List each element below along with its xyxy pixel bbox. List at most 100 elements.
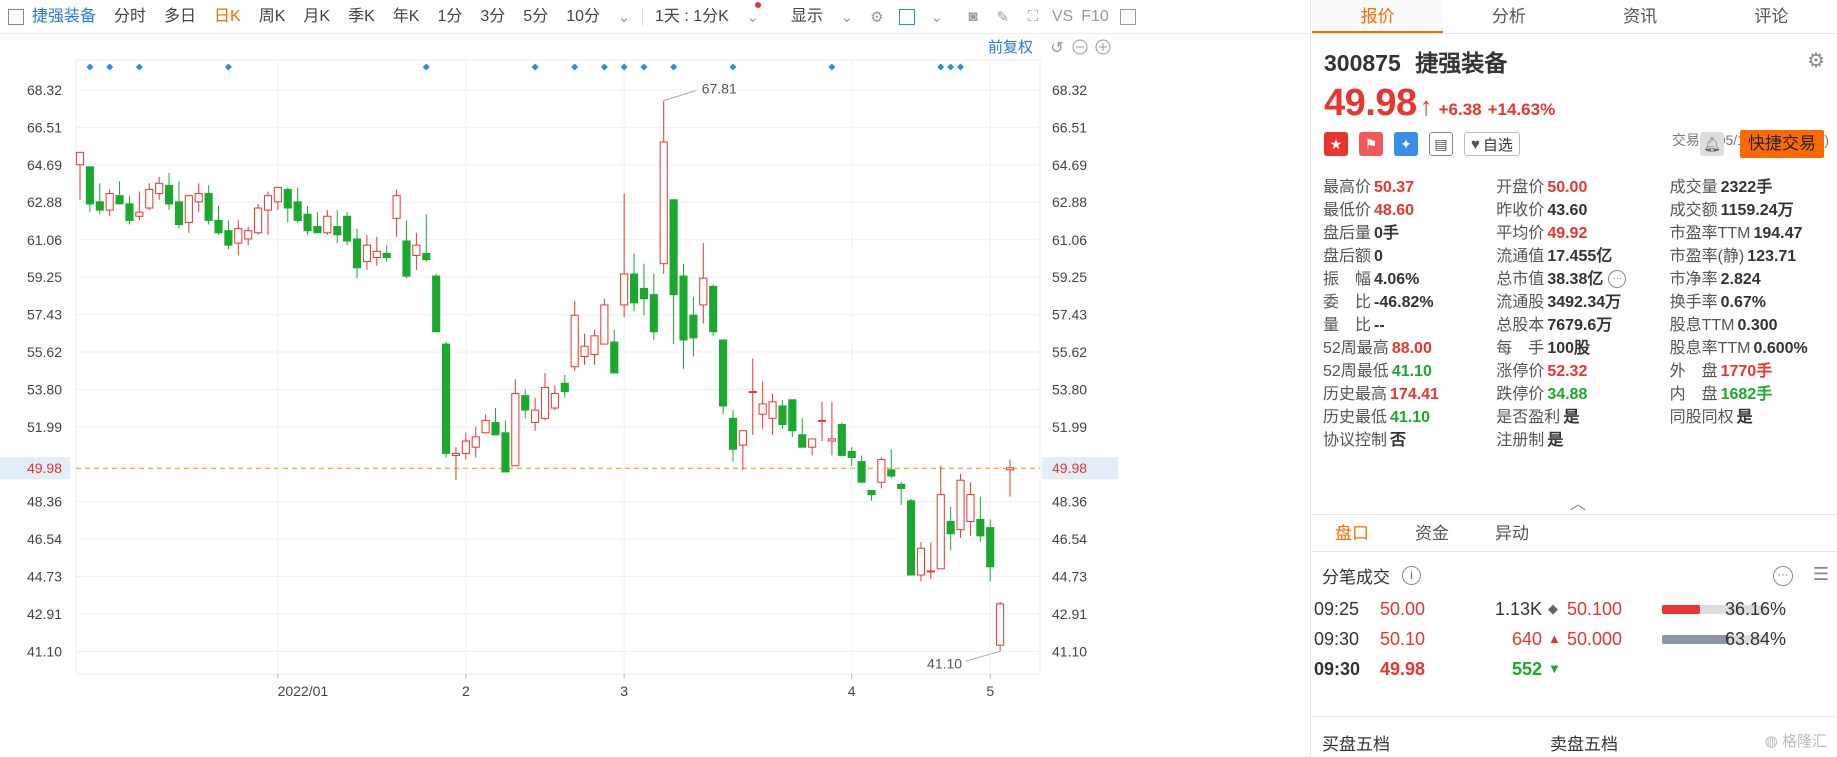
tab-analysis[interactable]: 分析 [1443,0,1574,33]
candle-body [344,216,351,241]
watchlist-button[interactable]: ♥ 自选 [1464,132,1520,156]
candle [799,418,806,447]
zoom-out-icon[interactable] [1073,40,1087,54]
candle [888,449,895,478]
candle-body [848,451,855,457]
adjust-mode-button[interactable]: 前复权 [988,38,1033,56]
chevron-down-icon[interactable]: ⌄ [613,6,635,28]
subtab-movement[interactable]: 异动 [1472,515,1552,551]
candle-body [86,167,93,204]
period-tab[interactable]: 月K [294,0,339,34]
stat-value: 1682手 [1721,383,1773,406]
event-marker[interactable] [621,64,628,71]
candle-body [947,521,954,533]
event-marker[interactable] [670,64,677,71]
subtab-funds[interactable]: 资金 [1392,515,1472,551]
f10-button[interactable]: F10 [1077,0,1113,34]
candle-body [225,231,232,245]
event-marker[interactable] [947,64,954,71]
display-menu[interactable]: 显示 [782,0,832,34]
candle [710,284,717,336]
more-icon[interactable]: ··· [1773,566,1793,586]
runner-icon[interactable]: ⚑ [1359,132,1383,156]
info-icon[interactable]: i [1402,566,1421,585]
period-tabs: 分时 多日 日K 周K 月K 季K 年K 1分 3分 5分 10分 [105,0,609,34]
period-tab[interactable]: 季K [339,0,384,34]
tag-icon[interactable]: ✦ [1394,132,1418,156]
event-marker[interactable] [106,64,113,71]
panel-toggle-icon[interactable] [1117,6,1139,28]
period-tab[interactable]: 分时 [105,0,155,34]
period-tab[interactable]: 年K [384,0,429,34]
chevron-down-icon[interactable]: ⌄ [836,6,858,28]
period-tab[interactable]: 日K [205,0,250,34]
period-tab[interactable]: 1分 [428,0,471,34]
pencil-icon[interactable]: ✎ [992,6,1014,28]
stats-row: 振 幅 4.06% 总市值 38.38亿 ··· 市净率 2.824 [1323,268,1833,291]
candle-body [274,187,281,201]
event-marker[interactable] [957,64,964,71]
stat-label: 总股本 [1496,314,1544,337]
period-tab[interactable]: 多日 [155,0,205,34]
candle [423,214,430,261]
gear-icon[interactable]: ⚙ [1807,48,1825,73]
candle-body [235,229,242,243]
stat-cell: 历史最低 41.10 [1323,406,1496,429]
vs-button[interactable]: VS [1048,0,1077,34]
current-price: 49.98 [1324,82,1417,125]
stat-label: 52周最低 [1323,360,1389,383]
candle-body [591,336,598,355]
event-marker[interactable] [601,64,608,71]
tab-quote[interactable]: 报价 [1312,0,1443,33]
period-tab[interactable]: 5分 [514,0,557,34]
sidebar-toggle-icon[interactable] [8,9,24,25]
undo-icon[interactable]: ↺ [1050,40,1063,57]
stock-tag-row: ★ ⚑ ✦ ▤ ♥ 自选 [1324,132,1520,156]
period-tab[interactable]: 3分 [471,0,514,34]
period-tab[interactable]: 周K [250,0,295,34]
period-tab[interactable]: 10分 [557,0,609,34]
candle [650,274,657,340]
tick-price: 50.00 [1380,594,1425,624]
checkbox-icon[interactable] [896,6,918,28]
event-marker[interactable] [423,64,430,71]
stock-code: 300875 [1324,50,1401,77]
event-marker[interactable] [729,64,736,71]
candlestick-chart[interactable]: 68.32 68.32 66.51 66.51 64.69 64.69 62.88 62.88… [0,34,1311,757]
bookmark-icon[interactable]: ▤ [1429,132,1453,156]
gear-icon[interactable]: ⚙ [866,6,888,28]
event-marker[interactable] [136,64,143,71]
more-icon[interactable]: ··· [1608,270,1626,288]
event-marker[interactable] [86,64,93,71]
chevron-down-icon[interactable]: ⌄ [926,6,948,28]
toolbar-stock-name[interactable]: 捷强装备 [28,0,105,34]
event-marker[interactable] [571,64,578,71]
subtab-orderbook[interactable]: 盘口 [1312,515,1392,551]
candle [868,490,875,500]
tab-comments[interactable]: 评论 [1706,0,1837,33]
tab-news[interactable]: 资讯 [1575,0,1706,33]
event-marker[interactable] [937,64,944,71]
interval-select[interactable]: 1天 : 1分K [646,0,738,34]
candle [977,497,984,542]
event-marker[interactable] [828,64,835,71]
candle [76,152,83,199]
camera-icon[interactable]: ◙ [962,6,984,28]
candle [739,431,746,470]
collapse-chevron-icon[interactable]: ︿ [1570,490,1586,514]
stat-value: -46.82% [1374,291,1434,314]
event-marker[interactable] [640,64,647,71]
stat-value: 7679.6万 [1547,314,1612,337]
y-tick-label-right: 68.32 [1052,82,1087,98]
candle-body [106,194,113,210]
chevron-down-icon[interactable]: ⌄ [742,6,764,28]
stat-label: 内 盘 [1670,383,1718,406]
zoom-in-icon[interactable] [1096,40,1110,54]
quick-trade-button[interactable]: 快捷交易 [1740,130,1824,158]
list-icon[interactable]: ☰ [1813,564,1829,585]
event-marker[interactable] [532,64,539,71]
bell-icon[interactable]: 🔔︎ [1700,132,1724,156]
fullscreen-icon[interactable]: ⛶ [1022,6,1044,28]
stats-row: 52周最低 41.10 涨停价 52.32 外 盘 1770手 [1323,360,1833,383]
event-marker[interactable] [225,64,232,71]
